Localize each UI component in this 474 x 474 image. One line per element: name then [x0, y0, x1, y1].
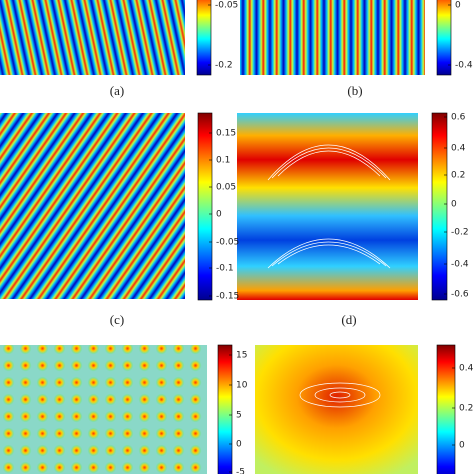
colorbar-label: -0.6 [451, 290, 469, 300]
pattern-c [0, 113, 185, 299]
contours-f [299, 382, 381, 408]
colorbar-label: 0.4 [451, 144, 466, 154]
colorbar [196, 0, 212, 76]
pattern-b [240, 0, 425, 75]
colorbar [436, 344, 456, 474]
colorbar-label: 0.1 [216, 156, 230, 166]
colorbar-label: 0.2 [451, 171, 465, 181]
colorbar-label: -0.05 [216, 238, 239, 248]
pattern-d [237, 113, 418, 300]
colorbar-label: 0 [236, 440, 242, 450]
colorbar-label: 0 [455, 1, 461, 11]
colorbar-label: 0 [451, 200, 457, 210]
colorbar-label: -5 [236, 468, 245, 474]
colorbar-label: 15 [236, 351, 247, 361]
colorbar-label: -0.1 [216, 264, 234, 274]
colorbar-label: 10 [236, 381, 248, 391]
colorbar-label: -0.05 [215, 1, 238, 11]
colorbar-label: 0 [459, 441, 465, 451]
colorbar-label: -0.2 [215, 61, 233, 71]
colorbar [197, 112, 213, 301]
colorbar-label: 0.15 [216, 129, 236, 139]
colorbar-label: -0.15 [216, 292, 239, 302]
colorbar-label: -0.4 [451, 260, 469, 270]
colorbar-label: -0.2 [451, 228, 469, 238]
colorbar-label: 0.2 [459, 404, 473, 414]
colorbar-label: 0.6 [451, 113, 466, 123]
colorbar [217, 344, 233, 474]
panel-label: (c) [110, 312, 124, 327]
colorbar-label: 0.05 [216, 183, 236, 193]
colorbar-label: -0.4 [455, 61, 473, 71]
colorbar [436, 0, 452, 76]
colorbar-label: 0 [216, 210, 222, 220]
pattern-e [0, 345, 207, 474]
colorbar-label: 5 [236, 411, 242, 421]
pattern-f [255, 345, 418, 474]
colorbar-label: 0.4 [459, 364, 474, 374]
pattern-a [0, 0, 185, 75]
colorbar [431, 112, 448, 301]
contours-d [267, 144, 391, 269]
panel-label: (b) [347, 83, 362, 98]
panel-label: (d) [341, 312, 356, 327]
panel-label: (a) [110, 83, 124, 98]
